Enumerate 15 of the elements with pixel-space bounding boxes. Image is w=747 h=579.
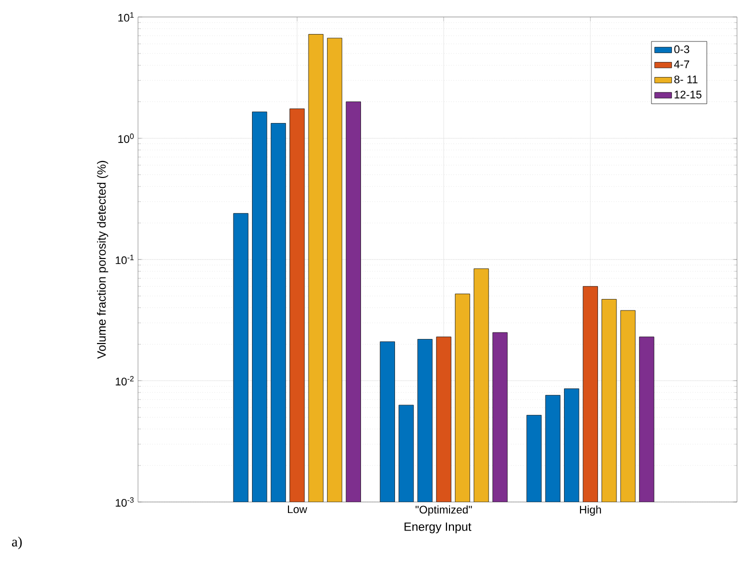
y-axis-title: Volume fraction porosity detected (%) <box>97 160 108 359</box>
y-tick-label: 10$^{1}$ <box>118 12 134 22</box>
text: a) <box>12 536 22 550</box>
x-axis-title: Energy Input <box>404 522 472 534</box>
x-tick-label: Low <box>288 506 308 514</box>
legend-label: 0-3 <box>674 45 690 54</box>
x-tick-label: "Optimized" <box>416 506 472 516</box>
y-tick-label: 10$^{-3}$ <box>116 497 134 507</box>
y-tick-label: 10$^{0}$ <box>118 134 134 143</box>
legend-label: 8- 11 <box>674 76 698 84</box>
y-tick-label: 10$^{-1}$ <box>116 254 134 264</box>
y-tick-label: 10$^{-2}$ <box>116 376 134 386</box>
legend-label: 12-15 <box>674 90 702 98</box>
x-tick-label: High <box>580 506 601 516</box>
legend-label: 4-7 <box>674 60 690 68</box>
